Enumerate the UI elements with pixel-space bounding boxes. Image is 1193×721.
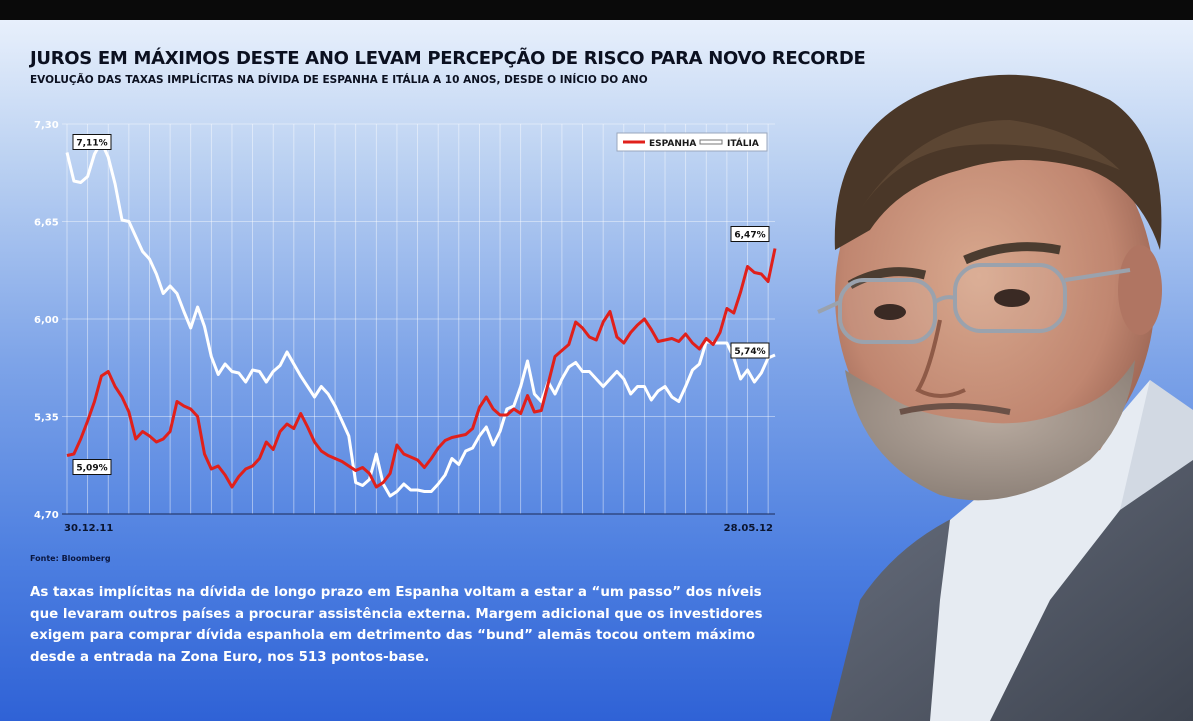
x-tick-label: 30.12.11 xyxy=(64,523,113,534)
top-band xyxy=(0,0,1193,20)
series-line-italia xyxy=(65,140,776,498)
y-tick-label: 4,70 xyxy=(34,510,59,521)
annotation-label: 6,47% xyxy=(734,231,765,241)
y-tick-label: 6,65 xyxy=(34,218,59,229)
portrait-photo xyxy=(817,74,1193,721)
annotation-label: 7,11% xyxy=(76,139,107,149)
legend-label-italia: ITÁLIA xyxy=(727,137,759,149)
subheadline: EVOLUÇÃO DAS TAXAS IMPLÍCITAS NA DÍVIDA … xyxy=(30,74,648,86)
annotation-box xyxy=(730,342,770,359)
line-chart: 4,70 5,35 6,00 6,65 7,30 30.12.11 28.05.12 7,11… xyxy=(34,120,777,534)
legend-box xyxy=(616,132,768,152)
legend-label-espanha: ESPANHA xyxy=(649,139,696,149)
source-note: Fonte: Bloomberg xyxy=(30,554,111,563)
y-tick-label: 5,35 xyxy=(34,413,59,424)
annotation-label: 5,74% xyxy=(734,347,765,357)
series-line-espanha xyxy=(66,248,777,489)
y-tick-label: 6,00 xyxy=(34,315,59,326)
annotation-box xyxy=(72,134,112,150)
annotation-label: 5,09% xyxy=(76,464,107,474)
headline: JUROS EM MÁXIMOS DESTE ANO LEVAM PERCEPÇ… xyxy=(30,48,866,69)
annotation-box xyxy=(72,459,112,475)
annotation-box xyxy=(730,226,770,242)
x-tick-label: 28.05.12 xyxy=(724,523,773,534)
body-paragraph: As taxas implícitas na dívida de longo p… xyxy=(30,585,763,665)
legend-swatch-italia xyxy=(699,139,723,145)
y-tick-label: 7,30 xyxy=(34,120,59,131)
